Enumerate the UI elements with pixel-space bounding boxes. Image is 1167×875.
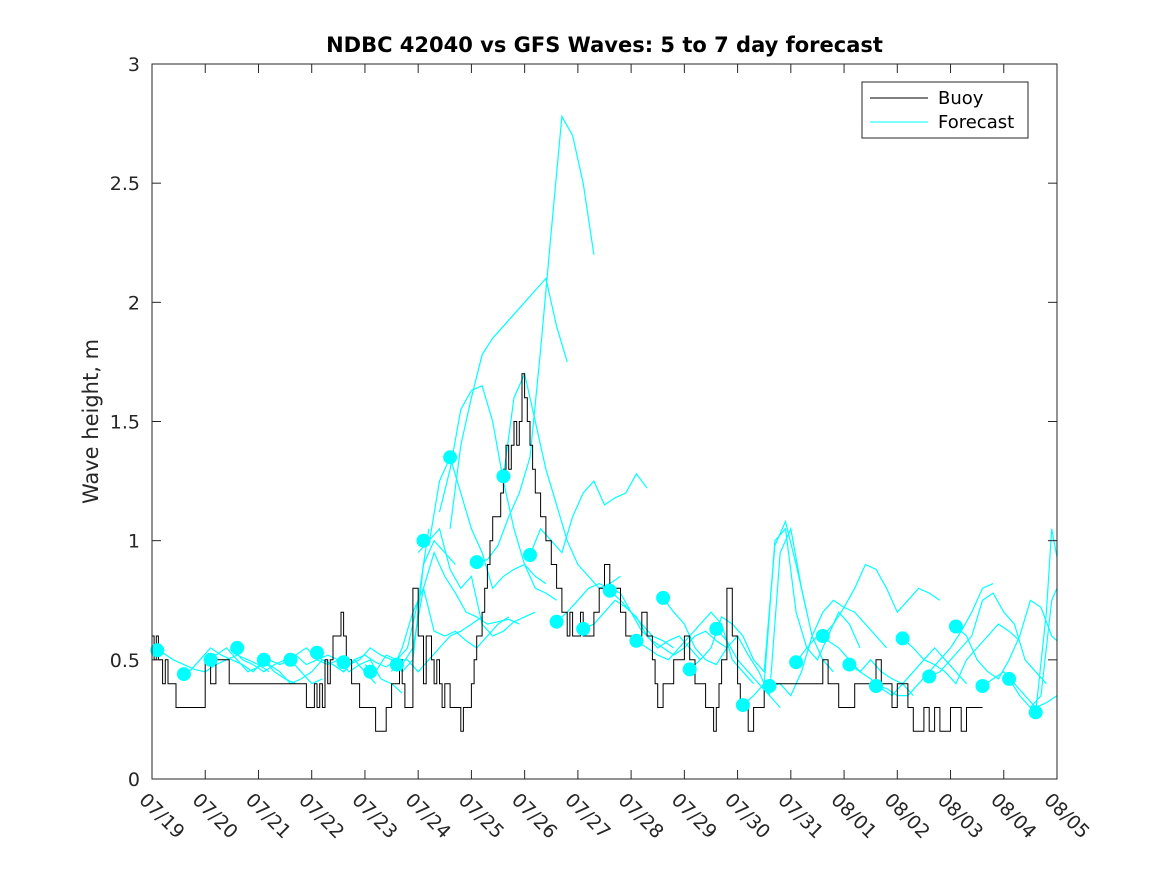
forecast-point xyxy=(176,667,191,682)
forecast-run-30 xyxy=(875,583,994,697)
forecast-point xyxy=(256,652,271,667)
forecast-point xyxy=(975,679,990,693)
y-tick-label: 1.5 xyxy=(110,412,140,434)
forecast-point xyxy=(363,664,378,679)
forecast-run-20 xyxy=(609,590,728,656)
forecast-run-6 xyxy=(311,528,430,673)
forecast-run-34 xyxy=(982,671,1058,709)
forecast-run-28 xyxy=(822,563,941,637)
forecast-point xyxy=(922,669,937,684)
forecast-point xyxy=(203,652,218,667)
forecast-point xyxy=(1028,705,1043,720)
buoy-series-line xyxy=(152,373,983,732)
y-tick-label: 0 xyxy=(128,769,140,791)
y-tick-label: 1 xyxy=(128,531,140,553)
forecast-run-1 xyxy=(178,647,296,685)
forecast-run-14 xyxy=(449,277,568,529)
forecast-point xyxy=(443,450,458,465)
legend-box xyxy=(861,81,1029,139)
forecast-run-10 xyxy=(401,550,520,665)
forecast-point xyxy=(842,657,857,672)
forecast-point xyxy=(895,631,910,646)
forecast-point xyxy=(762,679,777,693)
y-tick-label: 2.5 xyxy=(110,173,140,195)
forecast-point xyxy=(523,548,537,562)
y-tick-label: 2 xyxy=(128,292,140,314)
forecast-point xyxy=(948,619,963,634)
y-tick-label: 3 xyxy=(128,54,140,76)
forecast-run-32 xyxy=(928,592,1047,685)
plot-area xyxy=(150,114,1058,732)
forecast-point xyxy=(336,655,351,670)
forecast-point xyxy=(629,633,644,648)
forecast-point xyxy=(576,621,591,636)
forecast-run-33 xyxy=(955,599,1058,680)
forecast-point xyxy=(1002,671,1017,686)
forecast-point xyxy=(469,555,484,570)
forecast-run-9 xyxy=(391,586,510,673)
forecast-point xyxy=(389,657,404,672)
forecast-run-16 xyxy=(502,371,621,590)
forecast-point xyxy=(150,643,165,658)
legend-label-forecast: Forecast xyxy=(938,112,1014,133)
y-axis-label: Wave height, m xyxy=(79,339,103,504)
forecast-run-23 xyxy=(689,519,808,674)
forecast-run-15 xyxy=(476,114,595,563)
forecast-run-11 xyxy=(417,527,536,637)
forecast-run-17 xyxy=(529,472,648,556)
forecast-run-13 xyxy=(438,384,557,601)
forecast-run-25 xyxy=(742,527,861,706)
forecast-point xyxy=(496,469,511,484)
chart-title: NDBC 42040 vs GFS Waves: 5 to 7 day fore… xyxy=(326,33,883,57)
forecast-run-26 xyxy=(769,599,888,697)
forecast-point xyxy=(549,614,564,629)
forecast-point xyxy=(230,640,245,655)
forecast-point xyxy=(602,583,617,598)
forecast-run-31 xyxy=(902,623,1021,685)
forecast-point xyxy=(735,698,750,713)
forecast-point xyxy=(789,655,804,670)
forecast-run-29 xyxy=(849,647,967,697)
legend-label-buoy: Buoy xyxy=(938,88,984,109)
forecast-point xyxy=(869,679,883,693)
forecast-point xyxy=(310,645,324,660)
y-tick-label: 0.5 xyxy=(110,650,140,672)
forecast-run-35 xyxy=(1008,588,1058,709)
legend: Buoy Forecast xyxy=(861,81,1029,139)
forecast-run-22 xyxy=(662,597,781,708)
forecast-point xyxy=(416,533,431,548)
forecast-run-21 xyxy=(636,611,755,685)
forecast-point xyxy=(656,590,671,605)
forecast-run-36 xyxy=(1035,528,1058,713)
forecast-point xyxy=(709,621,724,636)
forecast-point xyxy=(283,652,298,667)
forecast-point xyxy=(815,629,830,643)
forecast-point xyxy=(682,662,697,677)
